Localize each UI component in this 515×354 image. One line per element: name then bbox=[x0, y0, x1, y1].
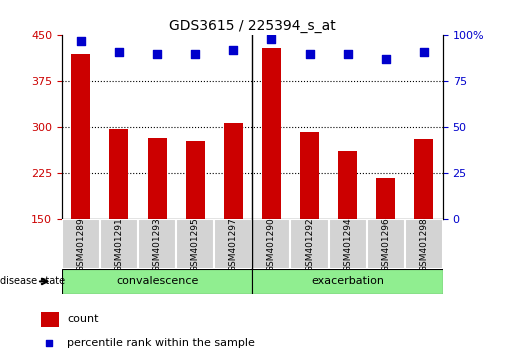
Bar bbox=[147, 138, 166, 312]
Bar bbox=[71, 54, 90, 312]
FancyBboxPatch shape bbox=[367, 219, 405, 269]
Text: GSM401293: GSM401293 bbox=[152, 217, 162, 272]
Text: GSM401298: GSM401298 bbox=[419, 217, 428, 272]
Point bbox=[382, 57, 390, 62]
Point bbox=[344, 51, 352, 57]
Point bbox=[229, 47, 237, 53]
Text: GSM401297: GSM401297 bbox=[229, 217, 238, 272]
Bar bbox=[376, 178, 396, 312]
Point bbox=[153, 51, 161, 57]
Text: GSM401295: GSM401295 bbox=[191, 217, 200, 272]
Text: GSM401289: GSM401289 bbox=[76, 217, 85, 272]
FancyBboxPatch shape bbox=[329, 219, 367, 269]
Point bbox=[191, 51, 199, 57]
Text: disease state: disease state bbox=[0, 276, 65, 286]
FancyBboxPatch shape bbox=[176, 219, 214, 269]
Text: GSM401296: GSM401296 bbox=[381, 217, 390, 272]
Bar bbox=[262, 48, 281, 312]
Bar bbox=[224, 122, 243, 312]
Bar bbox=[300, 132, 319, 312]
Text: GSM401291: GSM401291 bbox=[114, 217, 124, 272]
Point bbox=[115, 49, 123, 55]
Bar bbox=[109, 129, 128, 312]
Title: GDS3615 / 225394_s_at: GDS3615 / 225394_s_at bbox=[169, 19, 336, 33]
FancyBboxPatch shape bbox=[252, 219, 290, 269]
FancyBboxPatch shape bbox=[100, 219, 138, 269]
Text: convalescence: convalescence bbox=[116, 276, 198, 286]
Text: percentile rank within the sample: percentile rank within the sample bbox=[67, 338, 255, 348]
FancyBboxPatch shape bbox=[138, 219, 176, 269]
Point bbox=[305, 51, 314, 57]
FancyBboxPatch shape bbox=[252, 269, 443, 294]
Point bbox=[420, 49, 428, 55]
Point bbox=[324, 227, 332, 233]
Text: exacerbation: exacerbation bbox=[311, 276, 384, 286]
Text: GSM401290: GSM401290 bbox=[267, 217, 276, 272]
Point bbox=[267, 36, 276, 42]
Text: GSM401294: GSM401294 bbox=[343, 217, 352, 272]
Text: count: count bbox=[67, 314, 99, 324]
FancyBboxPatch shape bbox=[214, 219, 252, 269]
Bar bbox=[338, 151, 357, 312]
Point bbox=[77, 38, 85, 44]
Bar bbox=[41, 312, 59, 327]
FancyBboxPatch shape bbox=[405, 219, 443, 269]
Bar bbox=[185, 141, 204, 312]
Text: GSM401292: GSM401292 bbox=[305, 217, 314, 272]
FancyBboxPatch shape bbox=[62, 269, 252, 294]
FancyBboxPatch shape bbox=[62, 219, 100, 269]
Bar bbox=[414, 139, 433, 312]
FancyBboxPatch shape bbox=[290, 219, 329, 269]
